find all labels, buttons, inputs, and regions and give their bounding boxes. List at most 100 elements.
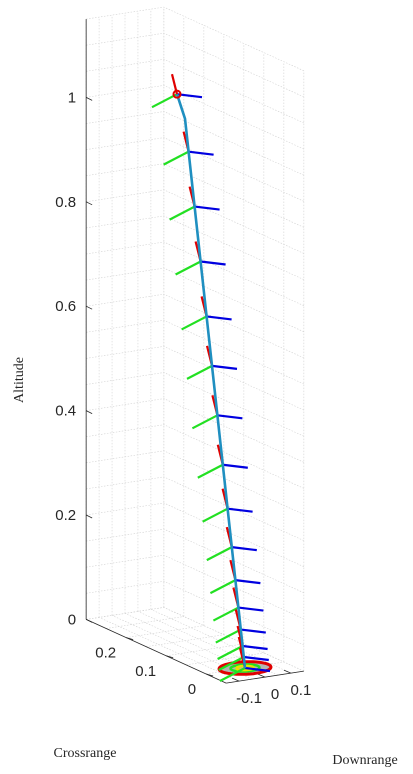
body-x-axis (211, 364, 238, 370)
grid-line (163, 189, 304, 254)
grid-line (86, 32, 164, 46)
z-tick-label: 0.2 (55, 507, 76, 524)
grid-line (86, 59, 164, 72)
axis-layer (85, 19, 304, 684)
grid-line (163, 137, 304, 202)
y-axis-line (85, 619, 227, 684)
grid-line (86, 476, 164, 490)
body-x-axis (222, 463, 248, 469)
z-tick (85, 619, 93, 623)
grid-line (86, 163, 164, 176)
body-y-axis (202, 507, 229, 523)
grid-line (86, 189, 164, 203)
grid-line (86, 215, 164, 229)
x-tick (283, 669, 292, 674)
grid-line (150, 609, 292, 674)
z-axis-title: Altitude (12, 357, 27, 403)
grid-line (163, 32, 304, 98)
body-x-axis (200, 260, 226, 266)
grid-line (86, 607, 164, 620)
grid-line (186, 652, 264, 666)
grid-line (86, 293, 164, 307)
grid-line (98, 617, 240, 682)
tick-labels: 0 0.2 0.4 0.6 0.8 1 0 0.1 0.2 -0.1 0 0.1 (55, 89, 311, 707)
y-tick-label: 0.2 (95, 645, 116, 662)
grid-line (163, 346, 304, 411)
body-y-axis (212, 606, 239, 622)
body-y-axis (191, 414, 218, 430)
body-y-axis (219, 667, 246, 682)
grid-line (86, 372, 164, 385)
y-tick (166, 655, 174, 659)
z-tick-label: 1 (68, 89, 76, 106)
grid-line (163, 267, 304, 333)
grid-line (86, 320, 164, 333)
grid-line (86, 346, 164, 359)
body-x-axis (238, 606, 264, 612)
grid-line (163, 293, 304, 359)
grid-line (86, 137, 164, 150)
grid-line (86, 581, 164, 594)
body-y-axis (217, 645, 244, 661)
body-y-axis (197, 463, 224, 479)
y-axis-title: Crossrange (54, 746, 117, 761)
x-tick-label: -0.1 (236, 690, 262, 707)
grid-line (166, 643, 244, 657)
grid-line (163, 6, 304, 72)
grid-line (86, 85, 164, 98)
grid-line (163, 59, 304, 124)
grid-line (86, 424, 164, 437)
trajectory-line (175, 93, 247, 669)
grid-line (163, 241, 304, 306)
grid-line (163, 450, 304, 515)
grid-line (86, 450, 164, 464)
z-tick-label: 0.4 (55, 403, 76, 420)
z-tick-label: 0.8 (55, 194, 76, 211)
y-tick (206, 673, 214, 677)
z-tick-label: 0.6 (55, 298, 76, 315)
start-marker (172, 89, 182, 99)
body-frames (151, 73, 271, 682)
grid-line (146, 634, 224, 647)
body-y-axis (181, 315, 208, 331)
x-tick (231, 677, 240, 682)
y-tick (126, 637, 134, 640)
z-tick (85, 305, 93, 310)
body-x-axis (188, 150, 214, 156)
x-tick (257, 673, 266, 678)
body-x-axis (206, 315, 232, 321)
body-y-axis (169, 205, 196, 221)
body-y-axis (175, 260, 202, 276)
trajectory-layer (172, 89, 247, 669)
z-tick (85, 514, 93, 519)
z-tick-label: 0 (68, 611, 76, 628)
body-y-axis (218, 656, 245, 671)
x-tick-label: 0 (271, 686, 279, 703)
grid-line (86, 111, 164, 124)
grid-line (163, 320, 304, 385)
z-tick (85, 410, 93, 414)
body-y-axis (206, 546, 233, 562)
y-tick-label: 0.1 (135, 663, 156, 680)
z-tick (85, 201, 93, 206)
body-x-axis (235, 579, 261, 585)
grid-line (163, 424, 304, 489)
body-y-axis (186, 364, 213, 380)
body-x-axis (242, 644, 268, 651)
body-y-axis (163, 150, 190, 166)
grid-line (163, 163, 304, 228)
grid-line (86, 528, 164, 542)
grid-line (86, 398, 164, 411)
body-x-axis (231, 546, 257, 552)
body-x-axis (240, 628, 266, 634)
grid-line (126, 625, 204, 638)
body-y-axis (209, 579, 236, 595)
z-tick (85, 97, 93, 101)
grid-line (86, 554, 164, 568)
body-x-axis (244, 666, 271, 673)
grid-line (106, 616, 184, 629)
body-x-axis (243, 655, 269, 662)
body-x-axis (217, 414, 243, 420)
